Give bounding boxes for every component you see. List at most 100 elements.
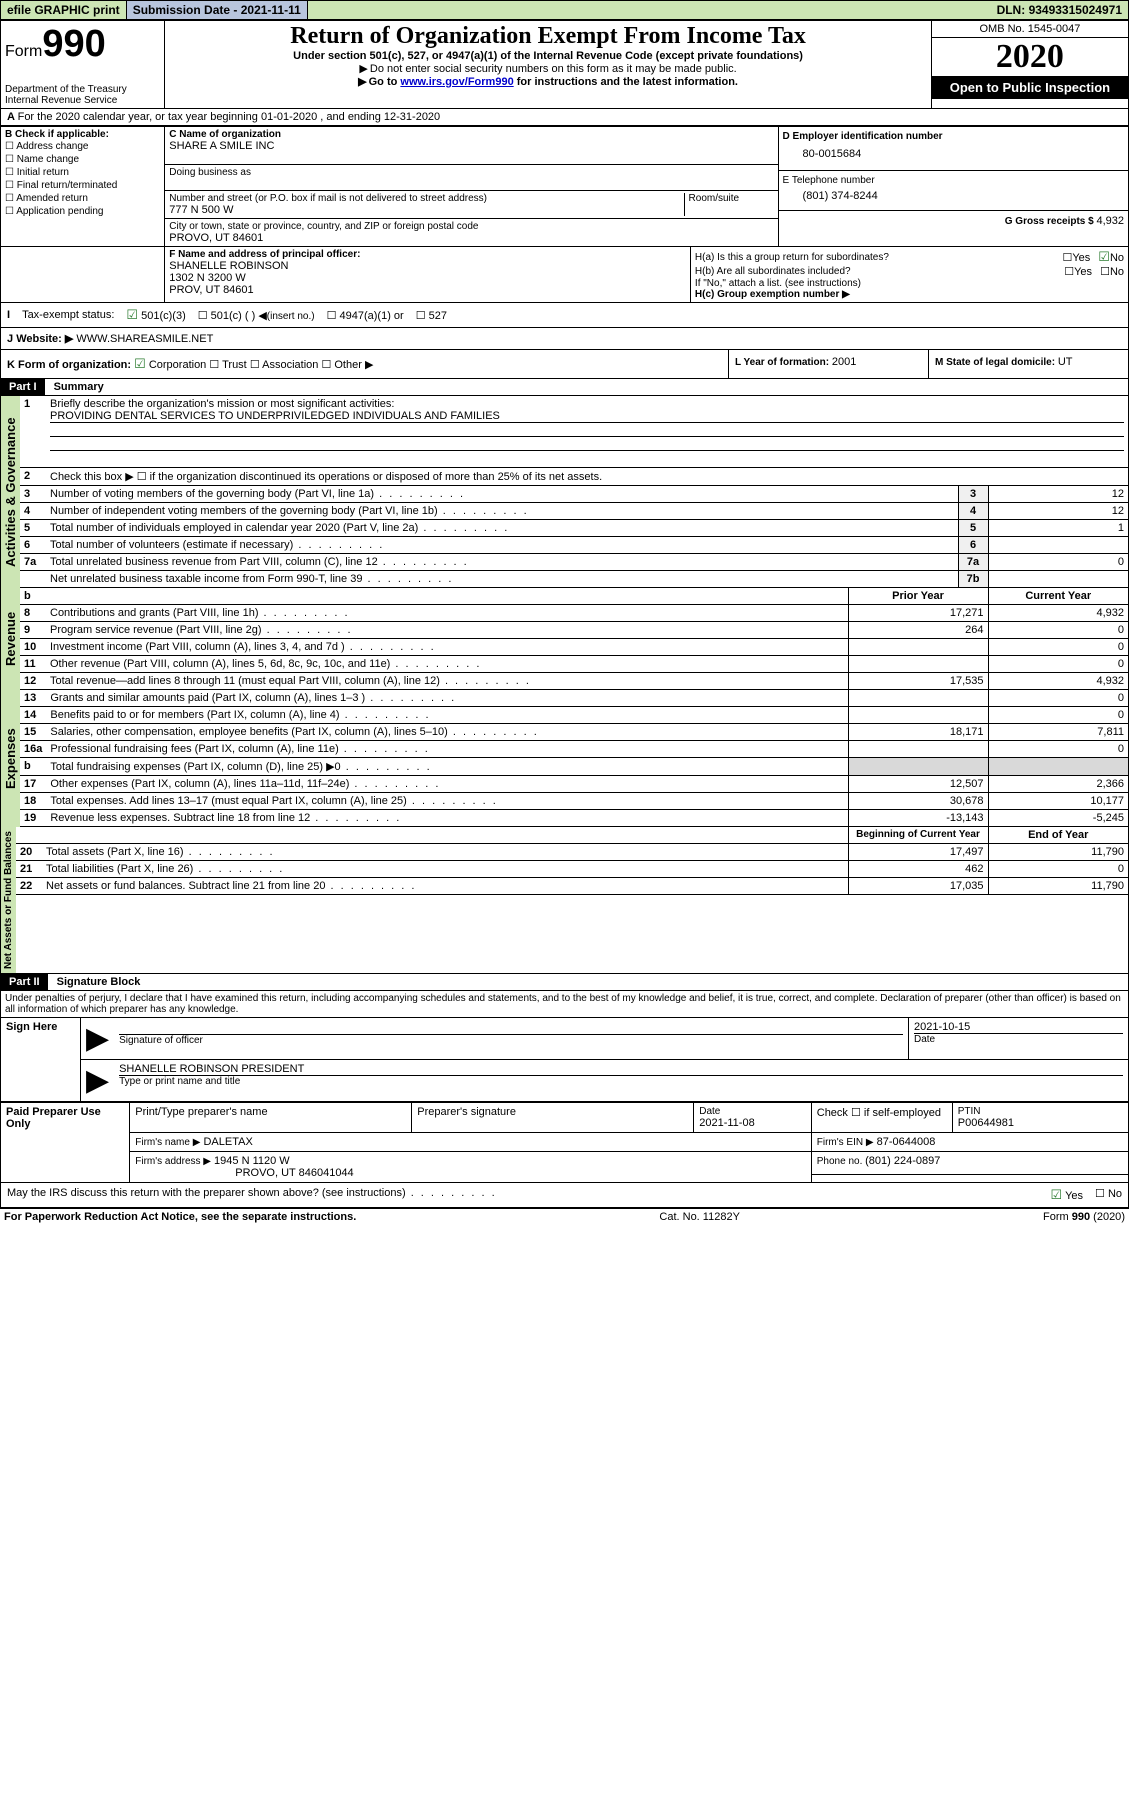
vert-governance: Activities & Governance xyxy=(1,396,20,588)
self-employed-check[interactable]: Check ☐ if self-employed xyxy=(811,1103,952,1133)
dln-label: DLN: 93493315024971 xyxy=(991,1,1128,19)
summary-line: 12Total revenue—add lines 8 through 11 (… xyxy=(20,673,1128,690)
other-check[interactable]: ☐ Other ▶ xyxy=(321,359,373,371)
officer-print-name: SHANELLE ROBINSON PRESIDENT xyxy=(119,1063,1123,1076)
part1-netassets: Net Assets or Fund Balances Beginning of… xyxy=(0,827,1129,974)
box-b-title: B Check if applicable: xyxy=(5,129,160,140)
part1-governance: Activities & Governance 1 Briefly descri… xyxy=(0,396,1129,588)
box-b-item[interactable]: ☐ Address change xyxy=(5,140,160,153)
part1-expenses: Expenses 13Grants and similar amounts pa… xyxy=(0,690,1129,827)
tax-year: 2020 xyxy=(932,38,1128,76)
box-e-label: E Telephone number xyxy=(783,175,1124,186)
ein-value: 80-0015684 xyxy=(783,142,1124,166)
firm-name: DALETAX xyxy=(203,1136,252,1148)
line-a: A For the 2020 calendar year, or tax yea… xyxy=(0,109,1129,126)
firm-addr1: 1945 N 1120 W xyxy=(214,1155,290,1167)
h-b-no[interactable]: ☐No xyxy=(1100,265,1124,278)
street-address: 777 N 500 W xyxy=(169,204,683,216)
box-b-item[interactable]: ☐ Final return/terminated xyxy=(5,179,160,192)
paid-preparer-block: Paid Preparer Use Only Print/Type prepar… xyxy=(0,1102,1129,1183)
discuss-no[interactable]: ☐ No xyxy=(1095,1187,1122,1203)
website-value: WWW.SHAREASMILE.NET xyxy=(76,333,213,345)
dept-treasury: Department of the Treasury Internal Reve… xyxy=(5,84,160,106)
h-a-yes[interactable]: ☐Yes xyxy=(1062,251,1090,264)
4947-check[interactable]: ☐ 4947(a)(1) or xyxy=(327,309,404,322)
ssn-note: Do not enter social security numbers on … xyxy=(169,62,927,75)
submission-date-button[interactable]: Submission Date - 2021-11-11 xyxy=(127,1,308,19)
box-g-label: G Gross receipts $ xyxy=(1005,216,1097,227)
summary-line: 15Salaries, other compensation, employee… xyxy=(20,724,1128,741)
room-label: Room/suite xyxy=(689,193,774,204)
summary-line: 8Contributions and grants (Part VIII, li… xyxy=(20,605,1128,622)
summary-line: 7aTotal unrelated business revenue from … xyxy=(20,554,1128,571)
summary-line: 5Total number of individuals employed in… xyxy=(20,520,1128,537)
omb-number: OMB No. 1545-0047 xyxy=(932,21,1128,38)
box-b-item[interactable]: ☐ Application pending xyxy=(5,205,160,218)
box-b-item[interactable]: ☐ Name change xyxy=(5,153,160,166)
mission-text: PROVIDING DENTAL SERVICES TO UNDERPRIVIL… xyxy=(50,410,1124,423)
street-label: Number and street (or P.O. box if mail i… xyxy=(169,193,683,204)
summary-line: Net unrelated business taxable income fr… xyxy=(20,571,1128,588)
firm-phone: (801) 224-0897 xyxy=(865,1155,940,1167)
top-bar: efile GRAPHIC print Submission Date - 20… xyxy=(0,0,1129,20)
efile-label: efile GRAPHIC print xyxy=(1,1,127,19)
summary-line: 22Net assets or fund balances. Subtract … xyxy=(16,878,1128,895)
gross-receipts: 4,932 xyxy=(1096,215,1124,227)
officer-name: SHANELLE ROBINSON xyxy=(169,260,686,272)
h-b-label: H(b) Are all subordinates included? xyxy=(695,266,1064,277)
entity-info-block: B Check if applicable: ☐ Address change☐… xyxy=(0,126,1129,247)
dba-label: Doing business as xyxy=(169,167,773,178)
preparer-date: 2021-11-08 xyxy=(699,1117,806,1129)
summary-line: 13Grants and similar amounts paid (Part … xyxy=(20,690,1128,707)
tax-exempt-row: I Tax-exempt status: ☑ 501(c)(3) ☐ 501(c… xyxy=(0,303,1129,328)
phone-value: (801) 374-8244 xyxy=(783,186,1124,206)
page-footer: For Paperwork Reduction Act Notice, see … xyxy=(0,1208,1129,1225)
year-formation: 2001 xyxy=(832,356,856,368)
vert-revenue: Revenue xyxy=(1,588,20,690)
501c-check[interactable]: ☐ 501(c) ( ) ◀(insert no.) xyxy=(198,309,315,322)
org-name: SHARE A SMILE INC xyxy=(169,140,773,152)
527-check[interactable]: ☐ 527 xyxy=(416,309,447,322)
h-a-label: H(a) Is this a group return for subordin… xyxy=(695,252,1063,263)
summary-line: 6Total number of volunteers (estimate if… xyxy=(20,537,1128,554)
city-state-zip: PROVO, UT 84601 xyxy=(169,232,773,244)
part1-revenue: Revenue b Prior Year Current Year 8Contr… xyxy=(0,588,1129,690)
officer-group-block: F Name and address of principal officer:… xyxy=(0,247,1129,303)
form-title: Return of Organization Exempt From Incom… xyxy=(169,23,927,50)
firm-ein: 87-0644008 xyxy=(877,1136,936,1148)
assoc-check[interactable]: ☐ Association xyxy=(250,359,319,371)
paid-preparer-label: Paid Preparer Use Only xyxy=(1,1103,130,1183)
sign-here-label: Sign Here xyxy=(1,1018,81,1102)
trust-check[interactable]: ☐ Trust xyxy=(209,359,246,371)
summary-line: 4Number of independent voting members of… xyxy=(20,503,1128,520)
summary-line: 21Total liabilities (Part X, line 26)462… xyxy=(16,861,1128,878)
form-header: Form990 Department of the Treasury Inter… xyxy=(0,20,1129,109)
summary-line: 18Total expenses. Add lines 13–17 (must … xyxy=(20,793,1128,810)
irs-link[interactable]: www.irs.gov/Form990 xyxy=(400,76,513,88)
open-public-label: Open to Public Inspection xyxy=(932,76,1128,99)
city-label: City or town, state or province, country… xyxy=(169,221,773,232)
h-b-yes[interactable]: ☐Yes xyxy=(1064,265,1092,278)
sign-here-block: Sign Here ▶ Signature of officer 2021-10… xyxy=(0,1017,1129,1102)
summary-line: 16aProfessional fundraising fees (Part I… xyxy=(20,741,1128,758)
goto-note: Go to www.irs.gov/Form990 for instructio… xyxy=(169,75,927,88)
summary-line: 17Other expenses (Part IX, column (A), l… xyxy=(20,776,1128,793)
box-b-item[interactable]: ☐ Amended return xyxy=(5,192,160,205)
irs-discuss-row: May the IRS discuss this return with the… xyxy=(0,1183,1129,1208)
discuss-yes[interactable]: ☑ Yes xyxy=(1051,1187,1083,1203)
firm-addr2: PROVO, UT 846041044 xyxy=(235,1167,353,1179)
website-row: J Website: ▶ WWW.SHAREASMILE.NET xyxy=(0,328,1129,350)
box-b-item[interactable]: ☐ Initial return xyxy=(5,166,160,179)
sig-date: 2021-10-15 xyxy=(914,1021,1123,1034)
h-a-no[interactable]: ☑No xyxy=(1098,249,1124,265)
h-b-note: If "No," attach a list. (see instruction… xyxy=(695,278,1124,289)
501c3-check[interactable]: ☑ 501(c)(3) xyxy=(126,307,185,323)
part2-header: Part II Signature Block xyxy=(0,974,1129,991)
summary-line: 3Number of voting members of the governi… xyxy=(20,486,1128,503)
form-number: Form990 xyxy=(5,23,160,66)
officer-addr1: 1302 N 3200 W xyxy=(169,272,686,284)
summary-line: bTotal fundraising expenses (Part IX, co… xyxy=(20,758,1128,776)
part1-header: Part I Summary xyxy=(0,379,1129,396)
form-subtitle: Under section 501(c), 527, or 4947(a)(1)… xyxy=(169,50,927,62)
corp-check[interactable]: ☑ Corporation xyxy=(134,359,206,371)
